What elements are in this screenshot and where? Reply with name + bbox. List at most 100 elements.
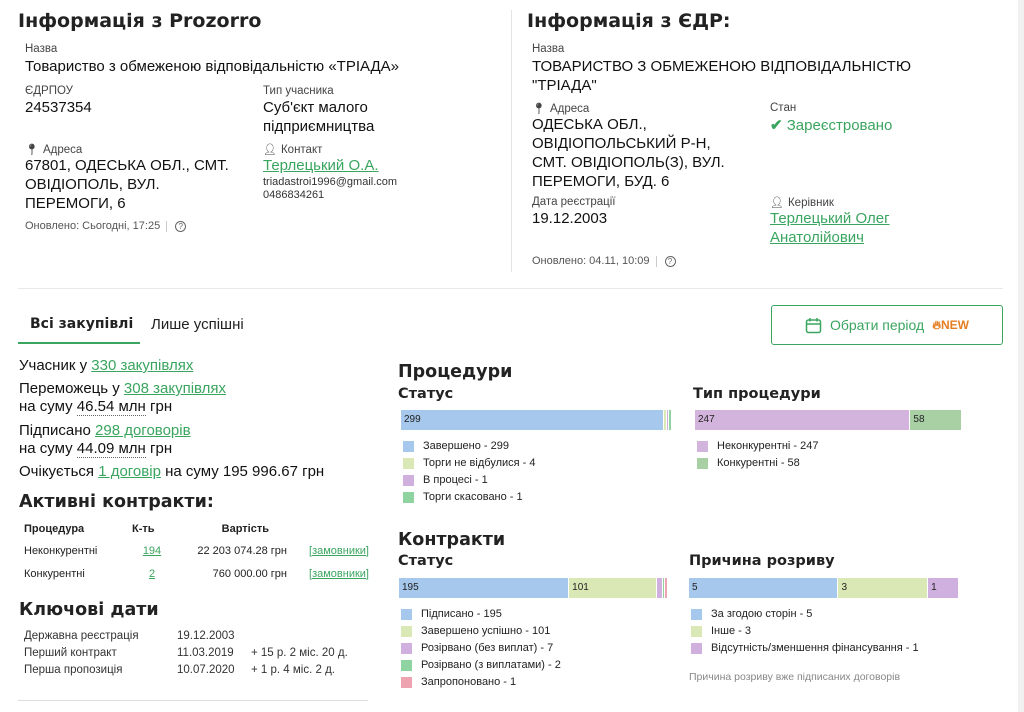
bar-segment[interactable]: 101 — [569, 578, 657, 598]
legend-item[interactable]: Конкурентні - 58 — [697, 456, 800, 470]
head-label-row: 👤︎ Керівник — [770, 197, 834, 209]
key-date-value: 10.07.2020 — [177, 664, 235, 676]
legend-procedure-status: Завершено - 299 Торги не відбулися - 4 В п… — [401, 439, 661, 519]
contact-name-link[interactable]: Терлецький О.А. — [263, 157, 379, 174]
expected-link[interactable]: 1 договір — [98, 463, 161, 480]
legend-label: Торги не відбулися - 4 — [423, 457, 536, 469]
customers-link[interactable]: [замовники] — [309, 544, 369, 557]
participant-type-line2: підприємництва — [263, 118, 375, 135]
contact-label-row: 👤︎ Контакт — [263, 144, 323, 156]
fire-icon: 🔥︎ — [932, 317, 942, 332]
row-value: 22 203 074.28 грн — [197, 544, 287, 557]
legend-label: Запропоновано - 1 — [421, 676, 517, 688]
key-date-value: 19.12.2003 — [177, 630, 235, 642]
legend-item[interactable]: Неконкурентні - 247 — [697, 439, 819, 453]
bar-segment[interactable]: 3 — [838, 578, 928, 598]
legend-item[interactable]: Відсутність/зменшення фінансування - 1 — [691, 641, 919, 655]
legend-item[interactable]: Підписано - 195 — [401, 607, 502, 621]
chart-procedure-status: 299 — [401, 410, 672, 430]
select-period-button[interactable]: Обрати період 🔥︎NEW — [771, 305, 1003, 345]
bar-segment[interactable]: 195 — [399, 578, 569, 598]
contracts-title: Контракти — [398, 530, 506, 550]
row-count-link[interactable]: 2 — [148, 567, 156, 580]
edr-address-line2: ОВІДІОПОЛЬСЬКИЙ Р-Н, — [532, 135, 711, 152]
participant-type-line1: Суб'єкт малого — [263, 99, 368, 116]
tab-successful-only[interactable]: Лише успішні — [151, 316, 244, 333]
column-divider — [511, 10, 512, 272]
legend-item[interactable]: Інше - 3 — [691, 624, 751, 638]
col-count: К-ть — [132, 523, 155, 535]
legend-swatch — [691, 625, 702, 637]
legend-swatch — [401, 676, 412, 688]
expected-stat: Очікується 1 договір на суму 195 996.67 … — [19, 463, 325, 480]
check-icon: ✔ — [770, 117, 783, 134]
termination-reason-note: Причина розриву вже підписаних договорів — [689, 671, 901, 683]
legend-label: Розірвано (без виплат) - 7 — [421, 642, 554, 654]
customers-link[interactable]: [замовники] — [309, 567, 369, 580]
legend-label: Інше - 3 — [711, 625, 751, 637]
bar-segment[interactable] — [663, 578, 665, 598]
edr-address-label-row: 📍︎ Адреса — [532, 103, 590, 115]
bar-segment[interactable]: 299 — [401, 410, 663, 430]
section-divider — [18, 288, 1003, 289]
procedure-type-title: Тип процедури — [693, 386, 821, 402]
participant-stat: Учасник у 330 закупівлях — [19, 357, 194, 374]
bar-segment[interactable] — [665, 578, 668, 598]
row-count-link[interactable]: 194 — [142, 544, 162, 557]
procedures-title: Процедури — [398, 362, 513, 382]
procedures-status-title: Статус — [398, 386, 454, 402]
head-name-line1-link[interactable]: Терлецький Олег — [770, 210, 890, 227]
legend-item[interactable]: Торги не відбулися - 4 — [403, 456, 536, 470]
bar-segment[interactable]: 1 — [928, 578, 958, 598]
bottom-divider — [18, 700, 368, 701]
edr-title: Інформація з ЄДР: — [527, 10, 731, 32]
tab-all-procurements[interactable]: Всі закупівлі — [30, 316, 134, 332]
prozorro-updated-row: Оновлено: Сьогодні, 17:25? — [25, 220, 187, 232]
bar-segment[interactable] — [669, 410, 672, 430]
winner-sum: на суму 46.54 млн грн — [19, 398, 173, 416]
help-icon[interactable]: ? — [175, 220, 187, 232]
legend-item[interactable]: Завершено успішно - 101 — [401, 624, 550, 638]
winner-link[interactable]: 308 закупівлях — [123, 380, 227, 397]
legend-item[interactable]: За згодою сторін - 5 — [691, 607, 812, 621]
legend-item[interactable]: Завершено - 299 — [403, 439, 509, 453]
legend-label: Відсутність/зменшення фінансування - 1 — [711, 642, 919, 654]
chart-contract-status: 195 101 — [399, 578, 668, 598]
legend-item[interactable]: В процесі - 1 — [403, 473, 488, 487]
calendar-icon — [805, 317, 822, 333]
bar-segment[interactable]: 5 — [689, 578, 838, 598]
prozorro-address-label-row: 📍︎ Адреса — [25, 144, 83, 156]
head-name-line2-link[interactable]: Анатолійович — [770, 229, 864, 246]
prozorro-name: Товариство з обмеженою відповідальністю … — [25, 58, 400, 75]
legend-item[interactable]: Розірвано (без виплат) - 7 — [401, 641, 553, 655]
prozorro-address-line3: ПЕРЕМОГИ, 6 — [25, 195, 126, 212]
participant-link[interactable]: 330 закупівлях — [91, 357, 194, 374]
bar-segment[interactable]: 247 — [695, 410, 910, 430]
contact-phone: 0486834261 — [263, 189, 325, 201]
legend-item[interactable]: Розірвано (з виплатами) - 2 — [401, 658, 561, 672]
active-contracts-table: Процедура К-ть Вартість Неконкурентні 19… — [24, 519, 369, 585]
bar-segment[interactable] — [667, 410, 669, 430]
contact-email: triadastroi1996@gmail.com — [263, 176, 398, 188]
prozorro-address-line1: 67801, ОДЕСЬКА ОБЛ., СМТ. — [25, 157, 229, 174]
termination-reason-title: Причина розриву — [689, 553, 835, 569]
legend-item[interactable]: Торги скасовано - 1 — [403, 490, 523, 504]
legend-swatch — [401, 625, 412, 637]
bar-segment[interactable] — [663, 410, 667, 430]
bar-segment[interactable] — [657, 578, 663, 598]
legend-contract-status: Підписано - 195 Завершено успішно - 101 Ро… — [399, 607, 669, 697]
legend-swatch — [403, 491, 414, 503]
help-icon[interactable]: ? — [664, 255, 676, 267]
edr-name-label: Назва — [532, 43, 565, 55]
bar-segment[interactable]: 58 — [910, 410, 961, 430]
reg-date-value: 19.12.2003 — [532, 210, 608, 227]
table-row: Неконкурентні 194 22 203 074.28 грн [зам… — [24, 539, 369, 562]
select-period-label: Обрати період — [829, 317, 925, 333]
legend-item[interactable]: Запропоновано - 1 — [401, 675, 516, 689]
legend-label: Завершено - 299 — [423, 440, 509, 452]
legend-swatch — [697, 440, 708, 452]
edr-status-label: Стан — [770, 102, 797, 114]
signed-link[interactable]: 298 договорів — [95, 422, 191, 439]
